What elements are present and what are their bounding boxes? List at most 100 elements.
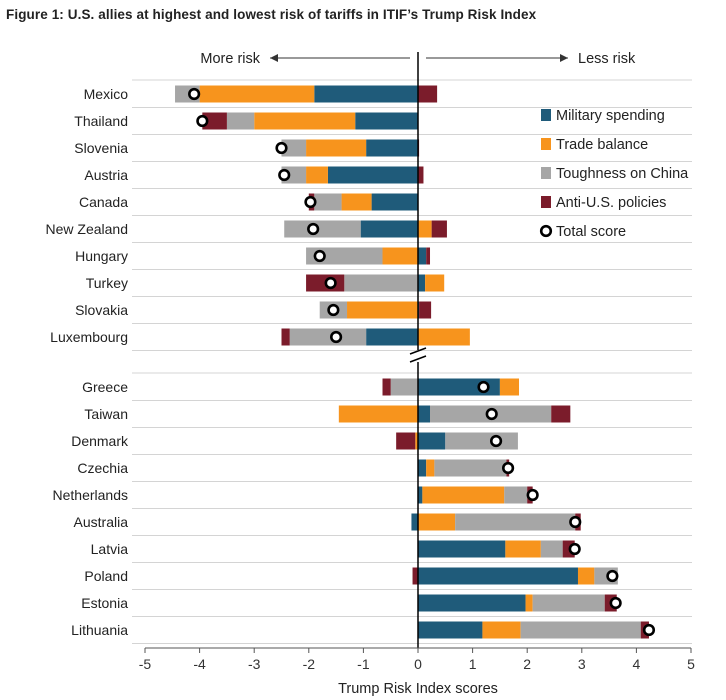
category-label-luxembourg: Luxembourg <box>50 329 128 345</box>
x-tick-label: -4 <box>193 656 206 672</box>
category-label-latvia: Latvia <box>91 541 129 557</box>
bar-segment-anti-us <box>431 220 447 238</box>
bar-segment-trade <box>199 85 315 103</box>
bar-segment-military <box>418 567 578 585</box>
axis-break-mark <box>409 347 427 355</box>
bar-latvia <box>418 540 575 558</box>
direction-labels: More risk Less risk <box>200 51 636 67</box>
axis-break-mark <box>409 355 427 363</box>
total-score-marker <box>327 303 340 317</box>
bar-segment-military <box>418 486 423 504</box>
category-label-taiwan: Taiwan <box>84 406 128 422</box>
bar-segment-china <box>520 621 641 639</box>
category-label-australia: Australia <box>74 514 129 530</box>
bar-segment-china <box>504 486 528 504</box>
total-score-marker <box>485 407 498 421</box>
bar-segment-military <box>314 85 418 103</box>
bar-mexico <box>175 85 438 103</box>
total-score-marker <box>196 114 209 128</box>
bar-segment-china <box>289 328 367 346</box>
legend-label-trade: Trade balance <box>556 137 648 153</box>
legend-label-anti-us: Anti-U.S. policies <box>556 195 666 211</box>
bar-segment-military <box>355 112 418 130</box>
bar-segment-trade <box>418 328 470 346</box>
bar-segment-china <box>445 432 518 450</box>
bar-segment-anti-us <box>412 567 418 585</box>
total-score-marker <box>304 195 317 209</box>
bar-segment-anti-us <box>551 405 571 423</box>
category-label-estonia: Estonia <box>81 595 128 611</box>
x-tick-label: 0 <box>414 656 422 672</box>
bar-segment-military <box>418 621 483 639</box>
bar-segment-china <box>344 274 418 292</box>
total-score-marker <box>313 249 326 263</box>
category-label-new-zealand: New Zealand <box>46 221 129 237</box>
category-label-turkey: Turkey <box>86 275 128 291</box>
legend-swatch-trade <box>541 138 551 150</box>
category-label-canada: Canada <box>79 194 128 210</box>
gridlines <box>132 79 692 644</box>
bar-segment-anti-us <box>418 85 438 103</box>
category-label-poland: Poland <box>84 568 128 584</box>
x-axis-label: Trump Risk Index scores <box>338 681 498 697</box>
category-label-slovenia: Slovenia <box>74 140 128 156</box>
arrowhead-left-icon <box>270 54 278 62</box>
bar-segment-trade <box>418 220 432 238</box>
legend-marker-total-score <box>539 224 553 238</box>
bar-segment-military <box>366 328 418 346</box>
bar-segment-anti-us <box>418 166 424 184</box>
bar-segment-trade <box>422 486 505 504</box>
bar-segment-trade <box>418 513 456 531</box>
bar-segment-military <box>411 513 418 531</box>
bar-segment-military <box>418 459 427 477</box>
bar-segment-china <box>284 220 361 238</box>
bar-segment-china <box>540 540 563 558</box>
bar-canada <box>308 193 418 211</box>
bar-austria <box>281 166 424 184</box>
bar-segment-military <box>327 166 418 184</box>
bar-thailand <box>202 112 418 130</box>
legend-label-military: Military spending <box>556 108 665 124</box>
category-label-denmark: Denmark <box>71 433 129 449</box>
total-score-marker <box>278 168 291 182</box>
total-score-marker <box>489 434 503 448</box>
bar-new-zealand <box>284 220 447 238</box>
bar-segment-trade <box>426 459 435 477</box>
legend-swatch-china <box>541 167 551 179</box>
legend-label-china: Toughness on China <box>556 166 689 182</box>
total-score-marker <box>568 542 581 556</box>
legend-swatch-military <box>541 109 551 121</box>
bar-segment-china <box>281 139 307 157</box>
bar-segment-military <box>418 594 526 612</box>
category-label-lithuania: Lithuania <box>71 622 128 638</box>
total-score-marker <box>609 596 622 610</box>
bar-segment-trade <box>505 540 541 558</box>
bar-segment-trade <box>306 166 328 184</box>
bar-segment-trade <box>338 405 418 423</box>
category-label-netherlands: Netherlands <box>53 487 129 503</box>
bar-segment-china <box>314 193 342 211</box>
x-tick-label: -3 <box>248 656 261 672</box>
bar-segment-anti-us <box>382 378 391 396</box>
bar-estonia <box>418 594 617 612</box>
total-score-marker <box>526 488 539 502</box>
bar-segment-military <box>371 193 418 211</box>
total-score-marker <box>188 87 201 101</box>
bar-segment-china <box>390 378 418 396</box>
x-tick-label: -5 <box>139 656 152 672</box>
bar-segment-china <box>306 247 383 265</box>
x-tick-label: -1 <box>357 656 370 672</box>
bar-segment-trade <box>425 274 445 292</box>
direction-left-label: More risk <box>200 51 260 67</box>
total-score-marker <box>606 569 619 583</box>
legend: Military spending Trade balance Toughness … <box>539 108 689 240</box>
category-label-slovakia: Slovakia <box>75 302 128 318</box>
bar-hungary <box>306 247 431 265</box>
bar-segment-anti-us <box>426 247 431 265</box>
x-tick-label: 1 <box>469 656 477 672</box>
legend-label-total-score: Total score <box>556 224 626 240</box>
bar-segment-anti-us <box>396 432 416 450</box>
bar-segment-china <box>532 594 605 612</box>
total-score-marker <box>324 276 337 290</box>
direction-right-label: Less risk <box>578 51 636 67</box>
